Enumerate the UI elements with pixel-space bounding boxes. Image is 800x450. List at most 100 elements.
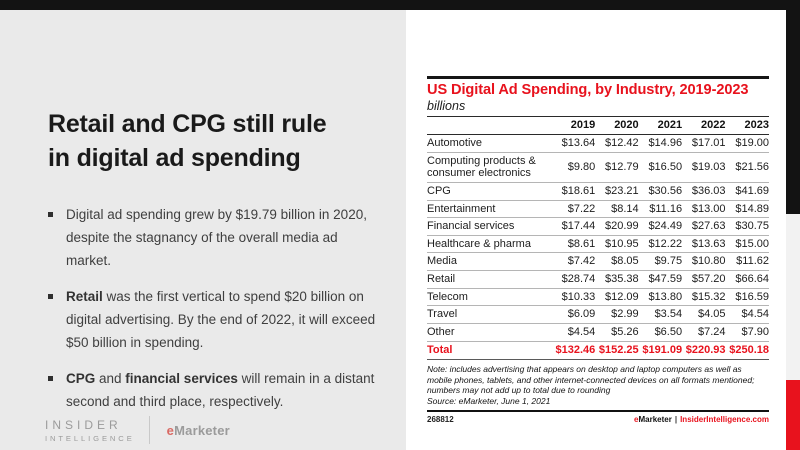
value-cell: $220.93 — [682, 341, 726, 361]
value-cell: $8.14 — [595, 200, 639, 219]
industry-label-cell: Computing products & consumer electronic… — [427, 152, 552, 183]
value-cell: $6.09 — [551, 305, 596, 325]
bullet-list: Digital ad spending grew by $19.79 billi… — [48, 204, 378, 427]
value-cell: $6.50 — [638, 323, 683, 342]
value-cell: $4.54 — [551, 323, 596, 342]
right-gray-gap — [786, 214, 800, 380]
footer-emarketer-rest: Marketer — [638, 415, 672, 425]
value-cell: $57.20 — [682, 270, 726, 289]
industry-label-cell: Media — [427, 252, 552, 272]
bullet-item: CPG and financial services will remain i… — [48, 368, 378, 414]
insider-wordmark: INSIDER INTELLIGENCE — [45, 418, 135, 443]
footer-emarketer-e: e — [634, 415, 639, 425]
table-row: Other $4.54 $5.26 $6.50 $7.24 $7.90 — [427, 323, 769, 342]
value-cell: $2.99 — [595, 305, 639, 325]
value-cell: $13.00 — [682, 200, 726, 219]
table-row: Computing products & consumer electronic… — [427, 152, 769, 183]
value-cell: $30.75 — [725, 217, 769, 236]
chart-title: US Digital Ad Spending, by Industry, 201… — [427, 82, 749, 98]
table-row: Media $7.42 $8.05 $9.75 $10.80 $11.62 — [427, 252, 769, 272]
table-row: Retail $28.74 $35.38 $47.59 $57.20 $66.64 — [427, 270, 769, 289]
note-text: Note: includes advertising that appears … — [427, 364, 755, 396]
bullet-item: Digital ad spending grew by $19.79 billi… — [48, 204, 378, 273]
year-header-cell: 2022 — [682, 116, 726, 135]
industry-label-cell: Healthcare & pharma — [427, 235, 552, 254]
chart-subtitle: billions — [427, 99, 466, 113]
value-cell: $14.96 — [638, 134, 683, 153]
value-cell: $13.64 — [551, 134, 596, 153]
bullet-text: CPG and financial services will remain i… — [66, 370, 375, 409]
year-header-cell: 2023 — [725, 116, 769, 135]
chart-top-rule — [427, 76, 769, 79]
value-cell: $11.16 — [638, 200, 683, 219]
industry-label-cell: Automotive — [427, 134, 552, 153]
value-cell: $66.64 — [725, 270, 769, 289]
value-cell: $4.54 — [725, 305, 769, 325]
industry-label-cell: Total — [427, 341, 552, 361]
industry-label-cell: Telecom — [427, 288, 552, 307]
value-cell: $12.22 — [638, 235, 683, 254]
emarketer-rest: Marketer — [174, 422, 230, 438]
year-header-cell: 2021 — [638, 116, 683, 135]
value-cell: $47.59 — [638, 270, 683, 289]
industry-table: 2019 2020 2021 2022 2023 Automotive $13.64 $12… — [427, 116, 769, 361]
table-row: Healthcare & pharma $8.61 $10.95 $12.22 $13.… — [427, 235, 769, 254]
value-cell: $13.80 — [638, 288, 683, 307]
value-cell: $3.54 — [638, 305, 683, 325]
value-cell: $7.90 — [725, 323, 769, 342]
chart-card: US Digital Ad Spending, by Industry, 201… — [406, 10, 786, 450]
logo-line-intelligence: INTELLIGENCE — [45, 433, 135, 443]
value-cell: $19.03 — [682, 152, 726, 183]
industry-label-cell: Other — [427, 323, 552, 342]
table-row: Travel $6.09 $2.99 $3.54 $4.05 $4.54 — [427, 305, 769, 325]
value-cell: $16.59 — [725, 288, 769, 307]
chart-note: Note: includes advertising that appears … — [427, 364, 769, 406]
value-cell: $19.00 — [725, 134, 769, 153]
industry-label-cell: Retail — [427, 270, 552, 289]
value-cell: $17.44 — [551, 217, 596, 236]
industry-label-cell: Travel — [427, 305, 552, 325]
value-cell: $16.50 — [638, 152, 683, 183]
value-cell: $8.05 — [595, 252, 639, 272]
value-cell: $191.09 — [638, 341, 683, 361]
value-cell: $15.32 — [682, 288, 726, 307]
table-row: CPG $18.61 $23.21 $30.56 $36.03 $41.69 — [427, 182, 769, 201]
source-text: Source: eMarketer, June 1, 2021 — [427, 395, 551, 406]
value-cell: $11.62 — [725, 252, 769, 272]
chart-footer-brand: eMarketer | InsiderIntelligence.com — [634, 415, 769, 424]
value-cell: $7.42 — [551, 252, 596, 272]
value-cell: $5.26 — [595, 323, 639, 342]
year-header-row: 2019 2020 2021 2022 2023 — [427, 116, 769, 135]
footer-site-link: InsiderIntelligence.com — [680, 415, 769, 425]
industry-table-body: Automotive $13.64 $12.42 $14.96 $17.01 $19.00… — [427, 134, 769, 361]
right-black-bar — [786, 0, 800, 214]
value-cell: $27.63 — [682, 217, 726, 236]
table-row: Entertainment $7.22 $8.14 $11.16 $13.00 $14.8… — [427, 200, 769, 219]
table-row: Financial services $17.44 $20.99 $24.49 $27.… — [427, 217, 769, 236]
industry-label-cell: Financial services — [427, 217, 552, 236]
emarketer-wordmark: eMarketer — [167, 423, 230, 438]
value-cell: $152.25 — [595, 341, 639, 361]
top-black-bar — [0, 0, 800, 10]
industry-table-head: 2019 2020 2021 2022 2023 — [427, 116, 769, 135]
value-cell: $41.69 — [725, 182, 769, 201]
value-cell: $17.01 — [682, 134, 726, 153]
emarketer-e: e — [166, 422, 175, 438]
value-cell: $30.56 — [638, 182, 683, 201]
value-cell: $20.99 — [595, 217, 639, 236]
value-cell: $7.22 — [551, 200, 596, 219]
industry-label-cell: Entertainment — [427, 200, 552, 219]
chart-footer: 268812 eMarketer | InsiderIntelligence.com — [427, 415, 769, 424]
bullet-square-icon — [48, 212, 53, 217]
value-cell: $10.80 — [682, 252, 726, 272]
industry-label-cell: CPG — [427, 182, 552, 201]
value-cell: $12.09 — [595, 288, 639, 307]
right-red-bar — [786, 380, 800, 450]
value-cell: $10.95 — [595, 235, 639, 254]
value-cell: $28.74 — [551, 270, 596, 289]
bullet-item: Retail was the first vertical to spend $… — [48, 286, 378, 355]
footer-separator: | — [674, 415, 678, 425]
value-cell: $24.49 — [638, 217, 683, 236]
value-cell: $8.61 — [551, 235, 596, 254]
value-cell: $7.24 — [682, 323, 726, 342]
